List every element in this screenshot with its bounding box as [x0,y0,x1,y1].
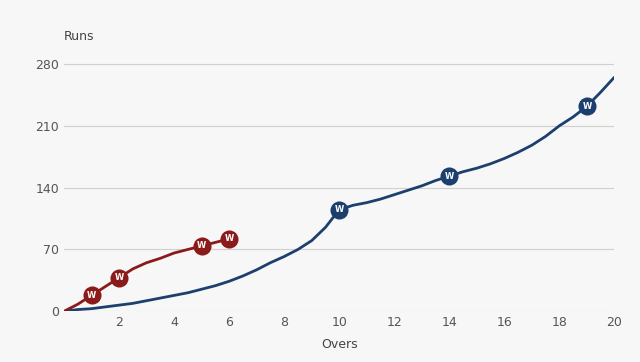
Text: W: W [335,205,344,214]
Text: W: W [445,172,454,181]
Text: W: W [115,273,124,282]
Text: W: W [197,241,206,251]
Text: W: W [87,291,96,300]
Text: W: W [582,102,591,111]
Text: W: W [225,234,234,243]
Text: Runs: Runs [64,30,95,43]
X-axis label: Overs: Overs [321,337,358,350]
